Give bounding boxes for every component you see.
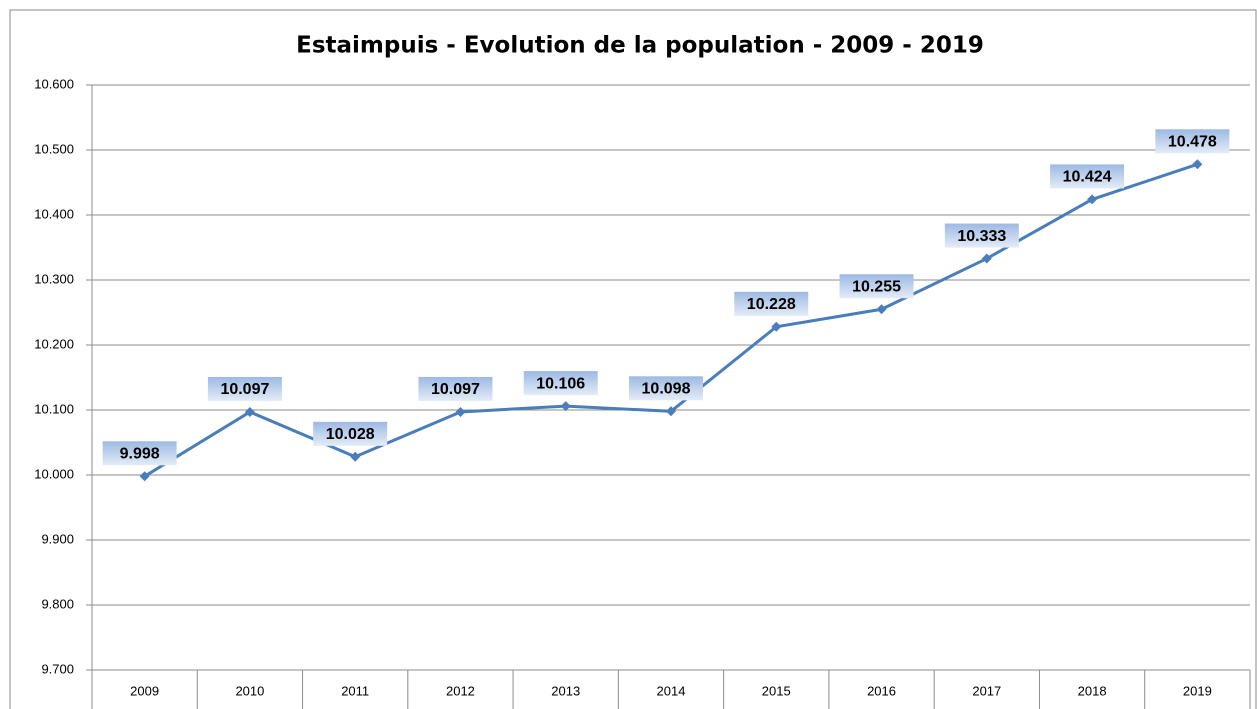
point-marker	[771, 321, 782, 332]
y-tick-label: 10.000	[34, 466, 74, 481]
data-label: 10.028	[326, 426, 375, 443]
y-tick-label: 9.900	[41, 531, 74, 546]
y-tick-label: 10.400	[34, 206, 74, 221]
x-tick-label: 2011	[341, 683, 369, 698]
point-marker	[1192, 159, 1203, 170]
point-marker	[455, 406, 466, 417]
x-tick-label: 2019	[1183, 683, 1212, 698]
data-label: 10.424	[1063, 169, 1112, 186]
x-tick-label: 2012	[446, 683, 475, 698]
data-label: 10.106	[536, 375, 585, 392]
data-label-box	[1050, 164, 1125, 189]
x-tick-label: 2015	[762, 683, 791, 698]
x-tick-label: 2009	[130, 683, 159, 698]
y-tick-label: 10.300	[34, 271, 74, 286]
data-label-box	[839, 274, 914, 299]
data-label-box	[1155, 129, 1230, 154]
data-label-box	[734, 291, 809, 316]
data-label-box	[629, 376, 703, 401]
point-marker	[666, 406, 676, 417]
point-marker	[350, 451, 361, 462]
y-tick-label: 9.800	[41, 596, 74, 611]
chart-title: Estaimpuis - Evolution de la population …	[296, 33, 984, 59]
y-tick-label: 10.600	[34, 76, 74, 91]
data-label: 10.333	[957, 228, 1006, 245]
x-tick-label: 2013	[551, 683, 580, 698]
point-marker	[981, 253, 992, 264]
x-tick-label: 2014	[657, 683, 686, 698]
point-marker	[1087, 194, 1098, 205]
x-tick-label: 2010	[235, 683, 264, 698]
y-tick-label: 10.100	[34, 401, 74, 416]
y-tick-label: 10.500	[34, 141, 74, 156]
point-marker	[244, 406, 255, 417]
chart-border	[9, 9, 1257, 709]
data-label-box	[523, 371, 598, 396]
data-label: 10.478	[1168, 134, 1217, 151]
data-label: 10.097	[431, 381, 480, 398]
data-label: 10.255	[852, 278, 901, 295]
data-label-box	[207, 376, 282, 401]
x-tick-label: 2016	[867, 683, 896, 698]
data-label: 10.097	[220, 381, 269, 398]
point-marker	[560, 401, 571, 412]
data-label: 10.098	[642, 381, 691, 398]
data-label-box	[944, 223, 1019, 248]
point-marker	[139, 471, 150, 482]
y-tick-label: 10.200	[34, 336, 74, 351]
data-label: 10.228	[747, 296, 796, 313]
data-label-box	[102, 441, 177, 466]
y-tick-label: 9.700	[41, 661, 74, 676]
data-label: 9.998	[120, 446, 160, 463]
x-tick-label: 2017	[972, 683, 1001, 698]
data-label-box	[313, 421, 388, 446]
point-marker	[876, 304, 887, 315]
data-label-box	[418, 376, 493, 401]
x-tick-label: 2018	[1078, 683, 1107, 698]
